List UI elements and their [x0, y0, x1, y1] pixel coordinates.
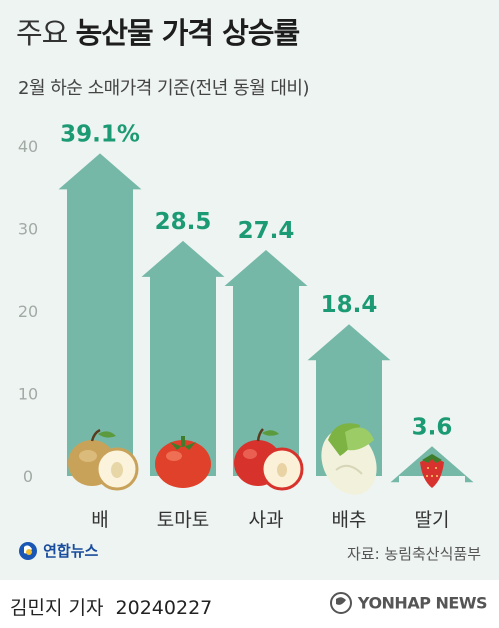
title-prefix: 주요: [16, 16, 68, 50]
value-label: 39.1%: [60, 121, 140, 147]
value-label: 3.6: [412, 414, 453, 440]
value-labels-layer: 39.1% 28.5 27.4 18.4 3.6: [60, 121, 452, 440]
logo-text: 연합뉴스: [43, 542, 99, 560]
yonhap-globe-icon: [329, 592, 352, 614]
y-tick-label: 20: [18, 302, 38, 321]
bar-chart: 0 10 20 30 40 39.1% 28.5 27.4 18.4 3.6 배 토마토 사과 배추 딸…: [18, 121, 474, 531]
chart-title: 주요 농산물 가격 상승률: [16, 10, 301, 52]
title-main: 농산물 가격 상승률: [75, 16, 301, 50]
category-labels-layer: 배 토마토 사과 배추 딸기: [91, 509, 449, 531]
yonhap-logo: 연합뉴스: [18, 540, 98, 561]
strawberry-icon: [420, 454, 444, 488]
tomato-icon: [155, 436, 211, 488]
source-note: 자료: 농림축산식품부: [346, 545, 481, 563]
yonhap-logo-icon: [19, 541, 37, 560]
y-tick-label: 0: [23, 467, 33, 486]
agency-name: YONHAP NEWS: [357, 593, 488, 613]
bar-2: [224, 249, 308, 476]
napa-cabbage-icon: [321, 423, 377, 495]
value-label: 18.4: [321, 292, 378, 318]
y-axis: 0 10 20 30 40: [18, 137, 38, 486]
chart-subtitle: 2월 하순 소매가격 기준(전년 동월 대비): [18, 78, 310, 99]
category-label: 딸기: [415, 509, 450, 531]
category-label: 배: [91, 509, 108, 531]
pear-icon: [68, 428, 139, 491]
chart-card: 주요 농산물 가격 상승률 2월 하순 소매가격 기준(전년 동월 대비) 0 1…: [0, 0, 499, 580]
y-tick-label: 30: [18, 220, 38, 239]
category-label: 배추: [332, 509, 367, 531]
bar-1: [141, 240, 225, 476]
yonhap-news-footer-logo: YONHAP NEWS: [329, 591, 488, 615]
value-label: 28.5: [155, 209, 212, 235]
fruit-icons-layer: [68, 423, 444, 495]
y-tick-label: 40: [18, 137, 38, 156]
bar-0: [58, 153, 142, 477]
apple-icon: [234, 428, 304, 491]
category-label: 토마토: [157, 509, 209, 531]
value-label: 27.4: [238, 218, 295, 244]
author-name: 김민지 기자: [10, 597, 104, 619]
category-label: 사과: [249, 509, 284, 531]
author-date: 김민지 기자 20240227: [10, 593, 212, 620]
publish-date: 20240227: [115, 597, 213, 619]
y-tick-label: 10: [18, 385, 38, 404]
